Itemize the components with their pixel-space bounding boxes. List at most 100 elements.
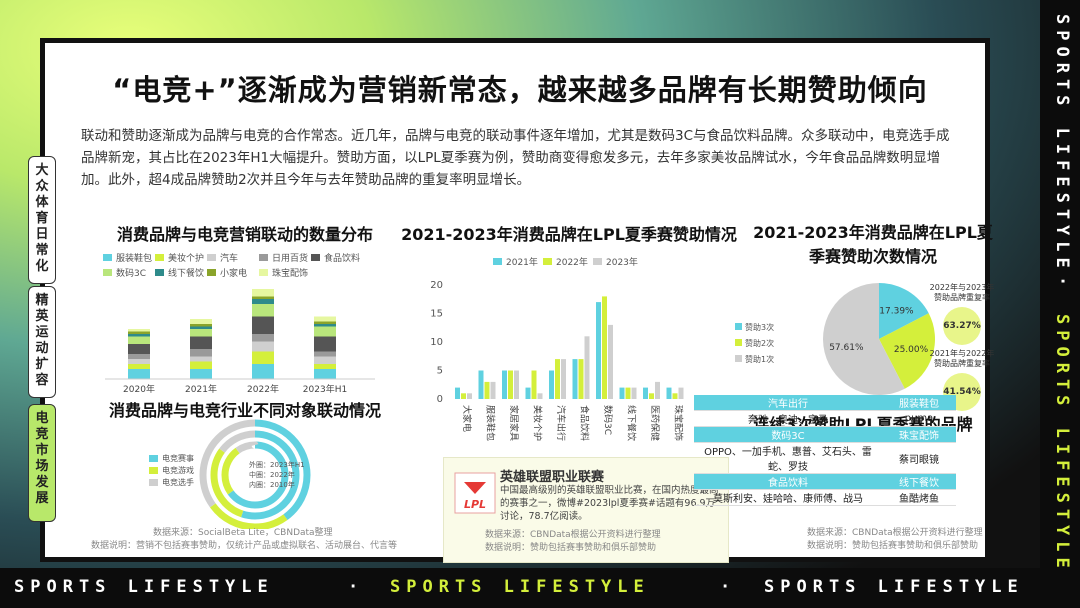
legend-label: 2023年 bbox=[606, 258, 638, 268]
pie-label: 25.00% bbox=[894, 345, 929, 355]
bar-segment bbox=[128, 329, 150, 332]
chart3-title: 2021-2023年消费品牌在LPL夏季赛赞助情况 bbox=[401, 225, 737, 244]
legend-label: 赞助1次 bbox=[745, 354, 774, 364]
bar-segment bbox=[252, 341, 274, 352]
bar bbox=[666, 387, 672, 399]
table-cell: OPPO、一加手机、惠普、艾石头、雷蛇、罗技 bbox=[694, 442, 882, 474]
table-header-row: 食品饮料 线下餐饮 bbox=[694, 473, 956, 490]
legend-item: 2021年 bbox=[493, 255, 538, 268]
bar bbox=[549, 370, 554, 399]
legend-item: 电竞选手 bbox=[149, 477, 194, 488]
tab-esports[interactable]: 电竞市场发展 bbox=[28, 404, 56, 522]
page-title: “电竞+”逐渐成为营销新常态，越来越多品牌有长期赞助倾向 bbox=[112, 73, 928, 107]
bar bbox=[561, 359, 566, 399]
tab-mass-sports[interactable]: 大众体育日常化 bbox=[28, 156, 56, 284]
ribbon-text: SPORTS LIFESTYLE bbox=[1052, 314, 1072, 574]
bar bbox=[555, 359, 560, 399]
bar bbox=[455, 387, 460, 399]
ribbon-text: SPORTS LIFESTYLE bbox=[14, 577, 274, 597]
x-tick-label: 美妆个护 bbox=[532, 405, 544, 441]
legend-label: 日用百货 bbox=[272, 254, 309, 264]
y-tick-label: 15 bbox=[431, 309, 443, 320]
legend-item: 服装鞋包 bbox=[103, 251, 152, 264]
right-ribbon: SPORTS LIFESTYLE · SPORTS LIFESTYLE bbox=[1040, 0, 1080, 574]
bar-segment bbox=[314, 364, 336, 369]
bar-segment bbox=[190, 336, 212, 349]
y-tick-label: 20 bbox=[431, 280, 443, 291]
ring-segment bbox=[210, 430, 300, 520]
x-tick-label: 大家电 bbox=[461, 405, 473, 432]
legend-label: 赞助3次 bbox=[745, 322, 774, 332]
pie-slice bbox=[823, 283, 905, 395]
ribbon-text: SPORTS LIFESTYLE bbox=[764, 577, 1024, 597]
bar bbox=[584, 336, 590, 399]
y-tick-label: 10 bbox=[431, 337, 443, 348]
bar-segment bbox=[128, 336, 150, 344]
right-source-note: 数据来源：CBNData根据公开资料进行整理 bbox=[807, 528, 983, 538]
bar-segment bbox=[190, 326, 212, 329]
legend-swatch bbox=[149, 455, 158, 462]
table-header-cell: 数码3C bbox=[694, 426, 882, 443]
bar-segment bbox=[128, 354, 150, 359]
tab-label: 大众体育日常化 bbox=[35, 163, 49, 274]
legend-swatch bbox=[735, 355, 742, 362]
ribbon-sep: · bbox=[348, 577, 365, 597]
bar bbox=[467, 393, 472, 399]
legend-item: 电竞游戏 bbox=[149, 465, 194, 476]
bar-segment bbox=[252, 334, 274, 342]
legend-swatch bbox=[543, 258, 552, 265]
ribbon-sep: · bbox=[720, 577, 737, 597]
bar-segment bbox=[128, 364, 150, 369]
legend-label: 小家电 bbox=[220, 269, 248, 279]
table-row: OPPO、一加手机、惠普、艾石头、雷蛇、罗技 蔡司眼镜 bbox=[694, 442, 956, 474]
legend-item: 数码3C bbox=[103, 266, 146, 279]
legend-label: 数码3C bbox=[116, 269, 147, 279]
x-tick-label: 服装鞋包 bbox=[485, 405, 497, 441]
bar-segment bbox=[128, 334, 150, 337]
bar-segment bbox=[128, 344, 150, 354]
legend-label: 食品饮料 bbox=[324, 254, 361, 264]
x-tick-label: 珠宝配饰 bbox=[673, 405, 685, 441]
bar-segment bbox=[252, 351, 274, 364]
bar-segment bbox=[190, 329, 212, 337]
x-tick-label: 2021年 bbox=[185, 383, 217, 395]
intro-paragraph: 联动和赞助逐渐成为品牌与电竞的合作常态。近几年，品牌与电竞的联动事件逐年增加，尤… bbox=[81, 128, 950, 188]
legend-swatch bbox=[103, 269, 112, 276]
legend-swatch bbox=[149, 467, 158, 474]
chart1-stacked-bar: 2020年 2021年 2022年 2023年H1 bbox=[105, 289, 375, 395]
kpi-value-bubble: 63.27% bbox=[943, 307, 981, 345]
x-tick-label: 2022年 bbox=[247, 383, 279, 395]
ring-segment bbox=[221, 441, 289, 509]
tab-label: 电竞市场发展 bbox=[35, 411, 49, 506]
x-tick-label: 食品饮料 bbox=[579, 405, 591, 441]
legend-label: 2022年 bbox=[556, 258, 588, 268]
table-cell: 蔡司眼镜 bbox=[882, 442, 956, 474]
table-header-cell: 线下餐饮 bbox=[882, 473, 956, 490]
legend-swatch bbox=[735, 339, 742, 346]
x-tick-label: 医药保健 bbox=[649, 405, 661, 441]
legend-label: 2021年 bbox=[506, 258, 538, 268]
tab-elite-sports[interactable]: 精英运动扩容 bbox=[28, 286, 56, 398]
table-cell: 莫斯利安、娃哈哈、康师傅、战马 bbox=[694, 489, 882, 506]
bar-segment bbox=[190, 369, 212, 379]
bar bbox=[655, 381, 660, 399]
x-tick-label: 数码3C bbox=[602, 405, 614, 435]
bar bbox=[608, 324, 613, 399]
legend-item: 食品饮料 bbox=[311, 251, 360, 264]
bar bbox=[678, 387, 684, 399]
bar bbox=[508, 370, 513, 399]
table-cell: 奔驰、奥迪、宝马 bbox=[694, 410, 882, 427]
bar bbox=[625, 387, 631, 399]
bar bbox=[619, 387, 625, 399]
chart3-grouped-bar: 0 5 10 15 20 大家电 服装鞋包 家居家具 美妆个护 汽车出行 食品饮料 数码3C 线下餐饮医… bbox=[431, 280, 685, 441]
legend-label: 汽车 bbox=[220, 254, 239, 264]
legend-item: 电竞赛事 bbox=[149, 453, 194, 464]
bar bbox=[578, 359, 584, 399]
svg-text:LPL: LPL bbox=[464, 498, 486, 511]
bar-segment bbox=[314, 351, 336, 357]
x-tick-label: 家居家具 bbox=[508, 405, 520, 441]
bar-segment bbox=[314, 321, 336, 324]
bar-segment bbox=[252, 296, 274, 299]
